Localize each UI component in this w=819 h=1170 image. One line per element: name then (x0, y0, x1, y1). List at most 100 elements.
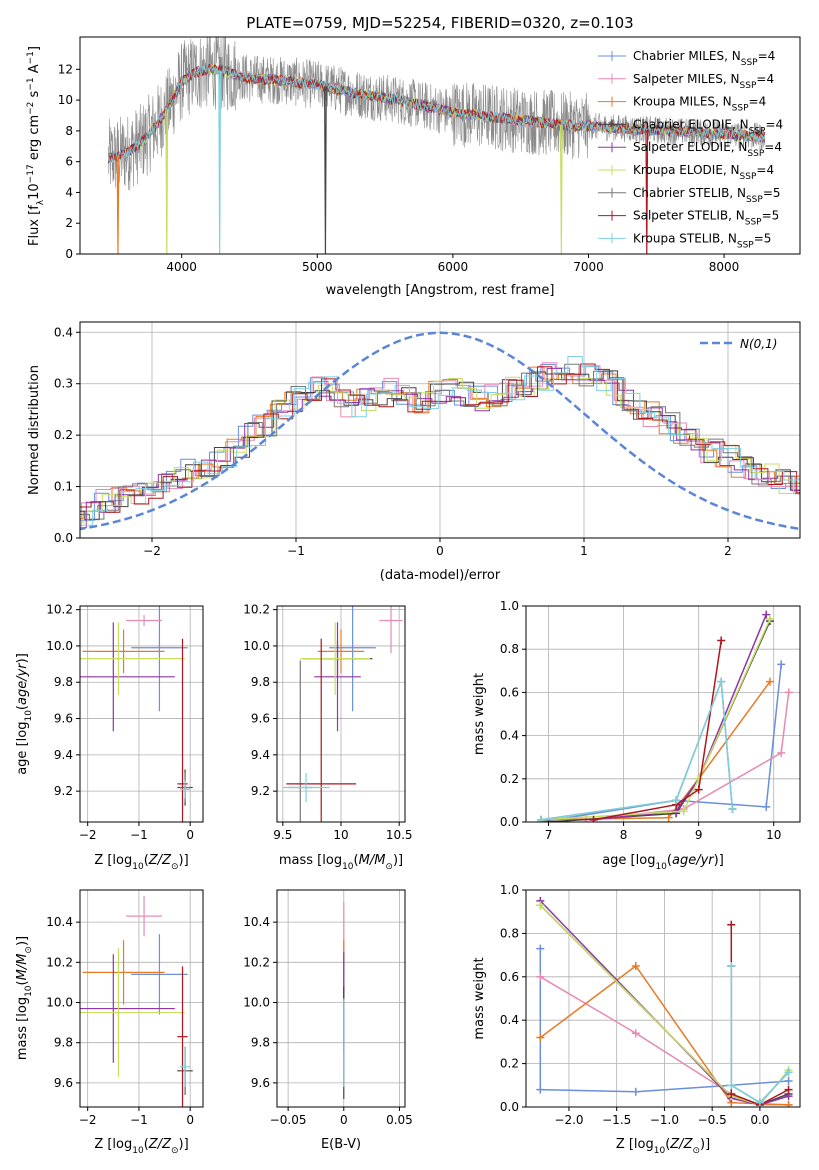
weight-point-marker (589, 815, 598, 822)
xlabel-sub: 10 (132, 862, 144, 872)
y-tick-label: 10.4 (46, 915, 73, 929)
x-tick-label: 6000 (438, 260, 469, 274)
legend-nssp: =4 (756, 72, 774, 86)
axes-frame (79, 36, 801, 255)
x-tick-label: 0 (436, 544, 444, 558)
ylabel-part: M/M (15, 954, 30, 981)
xlabel-part: )] (700, 1137, 710, 1152)
x-tick-label: −1 (287, 544, 305, 558)
ylabel-sub: ⊙ (24, 946, 34, 954)
ylabel-part: erg cm (27, 115, 42, 164)
xlabel-sub: ⊙ (385, 862, 393, 872)
legend-label: N(0,1) (740, 337, 777, 351)
y-tick-label: 9.8 (54, 675, 73, 689)
panel-age_vs_Z: −2 −1 09.29.49.69.810.010.2Z [log10(Z/Z⊙)]… (15, 603, 204, 872)
weight-series-line (730, 966, 790, 1104)
legend-sub: SSP (740, 81, 757, 91)
y-tick-label: 0.2 (500, 1057, 519, 1071)
ylabel-sub: 10 (24, 985, 34, 997)
weight-point-marker (664, 813, 673, 822)
plot-area (80, 331, 800, 531)
weight-point-marker (728, 805, 737, 814)
plot-area (80, 606, 193, 822)
ylabel-sub: λ (36, 199, 46, 205)
legend-nssp: =5 (754, 231, 772, 245)
xlabel-sub: 10 (132, 1146, 144, 1156)
legend-entry: Kroupa STELIB, NSSP=5 (633, 231, 771, 250)
xlabel-sub: 10 (654, 1146, 666, 1156)
weight-point-marker (777, 748, 786, 757)
x-tick-label: 0 (186, 1113, 194, 1127)
weight-series (537, 660, 786, 822)
legend-entry: Kroupa ELODIE, NSSP=4 (633, 163, 774, 182)
y-tick-label: 9.8 (54, 1036, 73, 1050)
x-tick-label: 9 (695, 828, 703, 842)
x-tick-label: 9.5 (273, 828, 292, 842)
weight-point-marker (784, 1076, 793, 1085)
weight-point-marker (694, 774, 703, 783)
ylabel-sup: −1 (26, 77, 36, 90)
legend-model-name: Kroupa MILES, N (633, 95, 732, 109)
legend-model-name: Kroupa ELODIE, N (633, 163, 740, 177)
xlabel-part: ( (144, 853, 149, 868)
errorbar-point (379, 606, 403, 654)
weight-point-marker (784, 688, 793, 697)
y-tick-label: 0 (65, 247, 73, 261)
ylabel-part: age [log (15, 722, 30, 775)
ylabel-part: s (27, 90, 42, 101)
legend-entry: Chabrier STELIB, NSSP=5 (633, 186, 781, 205)
x-tick-label: 7 (545, 828, 553, 842)
x-tick-label: 2 (724, 544, 732, 558)
x-axis-label: Z [log10(Z/Z⊙)] (94, 1137, 188, 1156)
panel-weight_vs_Z: −2.0 −1.5 −1.0 −0.5 0.0 0.0 0.2 0.4 0.6 0.8 1.0 Z [… (472, 883, 801, 1156)
xlabel-sub: ⊙ (692, 1146, 700, 1156)
y-tick-label: 0.8 (500, 926, 519, 940)
xlabel-sub: ⊙ (171, 1146, 179, 1156)
y-tick-label: 10.2 (243, 955, 270, 969)
weight-point-marker (784, 1068, 793, 1077)
errorbar-point (317, 629, 365, 674)
weight-series-line (540, 664, 782, 822)
weight-point-marker (694, 785, 703, 794)
plot-area (537, 610, 793, 822)
panel-mass_vs_ebv: −0.05 0 0.05 9.6 9.8 10.0 10.2 10.4 E(B-V) (243, 889, 413, 1152)
legend-nssp: =4 (764, 140, 782, 154)
y-tick-label: 0.4 (500, 729, 519, 743)
weight-point-marker (784, 1100, 793, 1107)
x-tick-label: −1.0 (650, 1113, 679, 1127)
model-spectrum-line (108, 64, 766, 164)
legend-entry: Salpeter STELIB, NSSP=5 (633, 209, 779, 228)
weight-point-marker (672, 796, 681, 805)
weight-point-marker (727, 1081, 736, 1090)
xlabel-part: Z/Z (148, 853, 172, 868)
weight-series-line (539, 900, 789, 1106)
x-tick-label: −0.05 (270, 1113, 307, 1127)
legend-nssp: =4 (758, 49, 776, 63)
histogram-step-line (80, 370, 800, 521)
x-tick-label: 1 (580, 544, 588, 558)
legend-sub: SSP (737, 240, 754, 250)
y-tick-label: 8 (65, 124, 73, 138)
plot-area (282, 606, 403, 822)
errorbar-point (131, 934, 188, 1015)
histogram-step-line (80, 362, 800, 527)
weight-series (544, 617, 774, 822)
errorbar-point (82, 940, 165, 1005)
weight-point-marker (762, 610, 771, 619)
xlabel-part: age/yr (672, 853, 715, 868)
weight-series (589, 636, 726, 822)
x-tick-label: 7000 (573, 260, 604, 274)
errorbar-point (329, 606, 376, 712)
y-tick-label: 0.1 (54, 480, 73, 494)
y-axis-label: mass weight (472, 957, 487, 1039)
figure-title: PLATE=0759, MJD=52254, FIBERID=0320, z=0… (246, 14, 633, 32)
ylabel-sup: −17 (26, 164, 36, 183)
legend-entry: Chabrier ELODIE, NSSP=4 (633, 117, 783, 136)
legend-sub: SSP (749, 126, 766, 136)
weight-point-marker (727, 1089, 736, 1098)
legend-model-name: Kroupa STELIB, N (633, 231, 737, 245)
errorbar-point (177, 966, 188, 1107)
xlabel-sub: 10 (655, 862, 667, 872)
weight-series-line (540, 681, 734, 821)
